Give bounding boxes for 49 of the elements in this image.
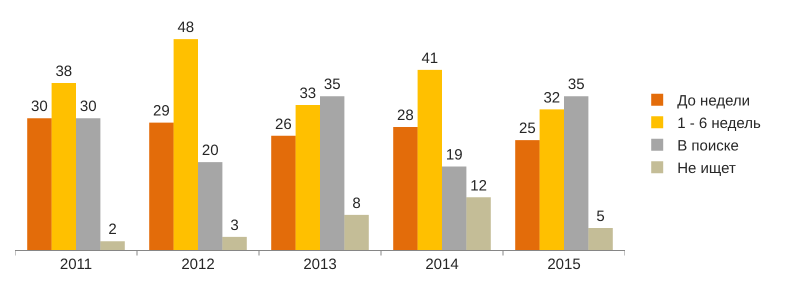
x-tick-label: 2014 [425,256,459,273]
bar [540,109,564,250]
data-label: 8 [352,194,361,212]
data-label: 33 [299,85,316,102]
x-tick-label: 2013 [303,256,337,273]
data-label: 26 [275,116,292,133]
data-label: 48 [177,19,194,36]
legend-label: В поиске [677,138,739,155]
data-label: 30 [80,98,97,116]
bar [149,122,174,250]
bar [466,197,491,250]
data-label: 20 [202,142,219,160]
bar [27,118,52,250]
bar [174,39,198,250]
data-label: 3 [230,216,239,234]
legend-label: Не ищет [677,160,736,178]
data-label: 41 [421,50,438,67]
bar [296,105,320,250]
data-label: 28 [397,106,414,124]
x-tick-label: 2012 [181,256,215,273]
bar [393,126,418,250]
bar [320,96,344,250]
bar [52,83,76,250]
data-label: 29 [153,102,170,120]
legend-label: 1 - 6 недель [677,115,762,132]
data-label: 12 [470,177,487,194]
x-tick-label: 2015 [547,256,581,273]
bar [271,136,296,250]
data-label: 38 [55,63,72,80]
bar [76,118,100,250]
bar [442,166,466,250]
bar [222,236,247,250]
data-label: 30 [31,98,48,116]
data-label: 35 [568,76,585,94]
bar [588,228,613,250]
bar [564,96,588,250]
x-tick-label: 2011 [60,256,92,273]
bar [418,70,442,250]
bar [515,140,540,250]
data-label: 32 [543,89,560,106]
bar [100,241,125,250]
data-label: 35 [324,76,341,94]
data-label: 2 [108,221,117,238]
legend-label: До недели [677,92,750,110]
bar [198,162,222,250]
data-label: 19 [446,146,463,164]
data-label: 5 [596,208,605,226]
data-label: 25 [519,120,536,138]
bar [344,214,369,250]
